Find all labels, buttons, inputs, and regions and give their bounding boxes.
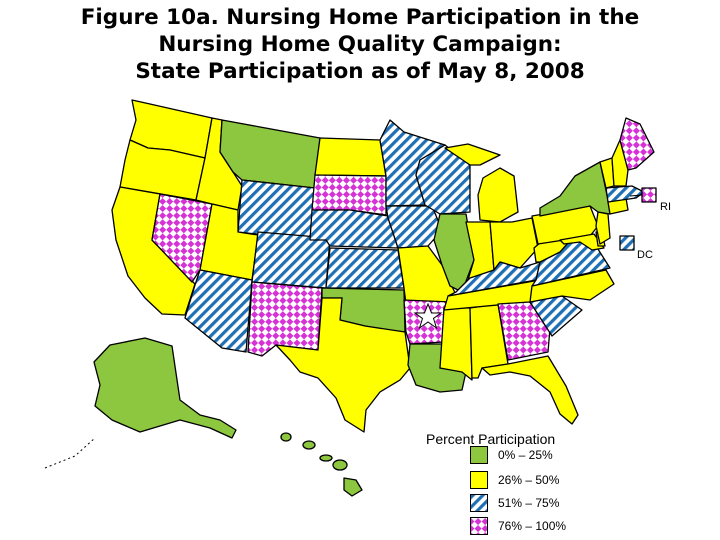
legend-item: 0% – 25% — [470, 446, 553, 464]
state-hawaii-big-island — [343, 477, 363, 497]
state-hawaii-molokai — [319, 454, 333, 462]
legend-swatch-green — [470, 446, 488, 464]
legend-item: 26% – 50% — [470, 471, 559, 489]
title-line-3: State Participation as of May 8, 2008 — [135, 59, 585, 84]
state-mississippi — [439, 307, 473, 381]
legend-item: 51% – 75% — [470, 494, 559, 512]
state-georgia — [497, 301, 551, 361]
legend-swatch-stripes — [470, 494, 488, 512]
state-hawaii-oahu — [302, 440, 316, 450]
title-line-2: Nursing Home Quality Campaign: — [158, 32, 562, 57]
alaska-aleutians — [44, 437, 96, 469]
ri-leader-line — [629, 194, 643, 197]
state-kansas — [325, 247, 405, 289]
figure-title: Figure 10a. Nursing Home Participation i… — [0, 4, 720, 85]
state-arizona — [184, 269, 253, 353]
state-new-mexico — [247, 281, 323, 357]
state-michigan-upper — [444, 143, 501, 166]
legend-title: Percent Participation — [426, 431, 556, 447]
state-alaska — [93, 337, 237, 439]
callout-dc: DC — [637, 249, 653, 261]
legend-item: 76% – 100% — [470, 517, 566, 535]
state-massachusetts — [605, 185, 645, 203]
state-nebraska — [309, 209, 399, 249]
state-maine — [619, 117, 655, 171]
state-kentucky — [447, 261, 541, 297]
state-michigan — [477, 167, 519, 223]
title-line-1: Figure 10a. Nursing Home Participation i… — [80, 5, 640, 30]
state-south-dakota — [311, 174, 387, 216]
star-marker — [413, 302, 443, 330]
legend-label: 76% – 100% — [498, 519, 567, 533]
legend-label: 26% – 50% — [498, 473, 560, 487]
state-hawaii-kauai — [280, 432, 292, 442]
legend-label: 51% – 75% — [498, 496, 560, 510]
state-maryland — [559, 233, 605, 251]
state-north-carolina — [529, 269, 615, 303]
state-wyoming — [237, 179, 316, 241]
state-new-hampshire — [611, 139, 629, 187]
state-new-york — [539, 161, 611, 217]
state-texas — [275, 297, 411, 433]
district-of-columbia — [619, 235, 635, 251]
state-rhode-island — [641, 187, 657, 203]
state-hawaii-maui — [332, 459, 348, 471]
state-north-dakota — [314, 137, 387, 177]
legend-swatch-checks — [470, 517, 488, 535]
state-ohio — [489, 217, 539, 271]
state-florida — [481, 355, 579, 425]
callout-ri: RI — [660, 201, 671, 213]
legend-label: 0% – 25% — [498, 448, 553, 462]
legend-swatch-yellow — [470, 471, 488, 489]
